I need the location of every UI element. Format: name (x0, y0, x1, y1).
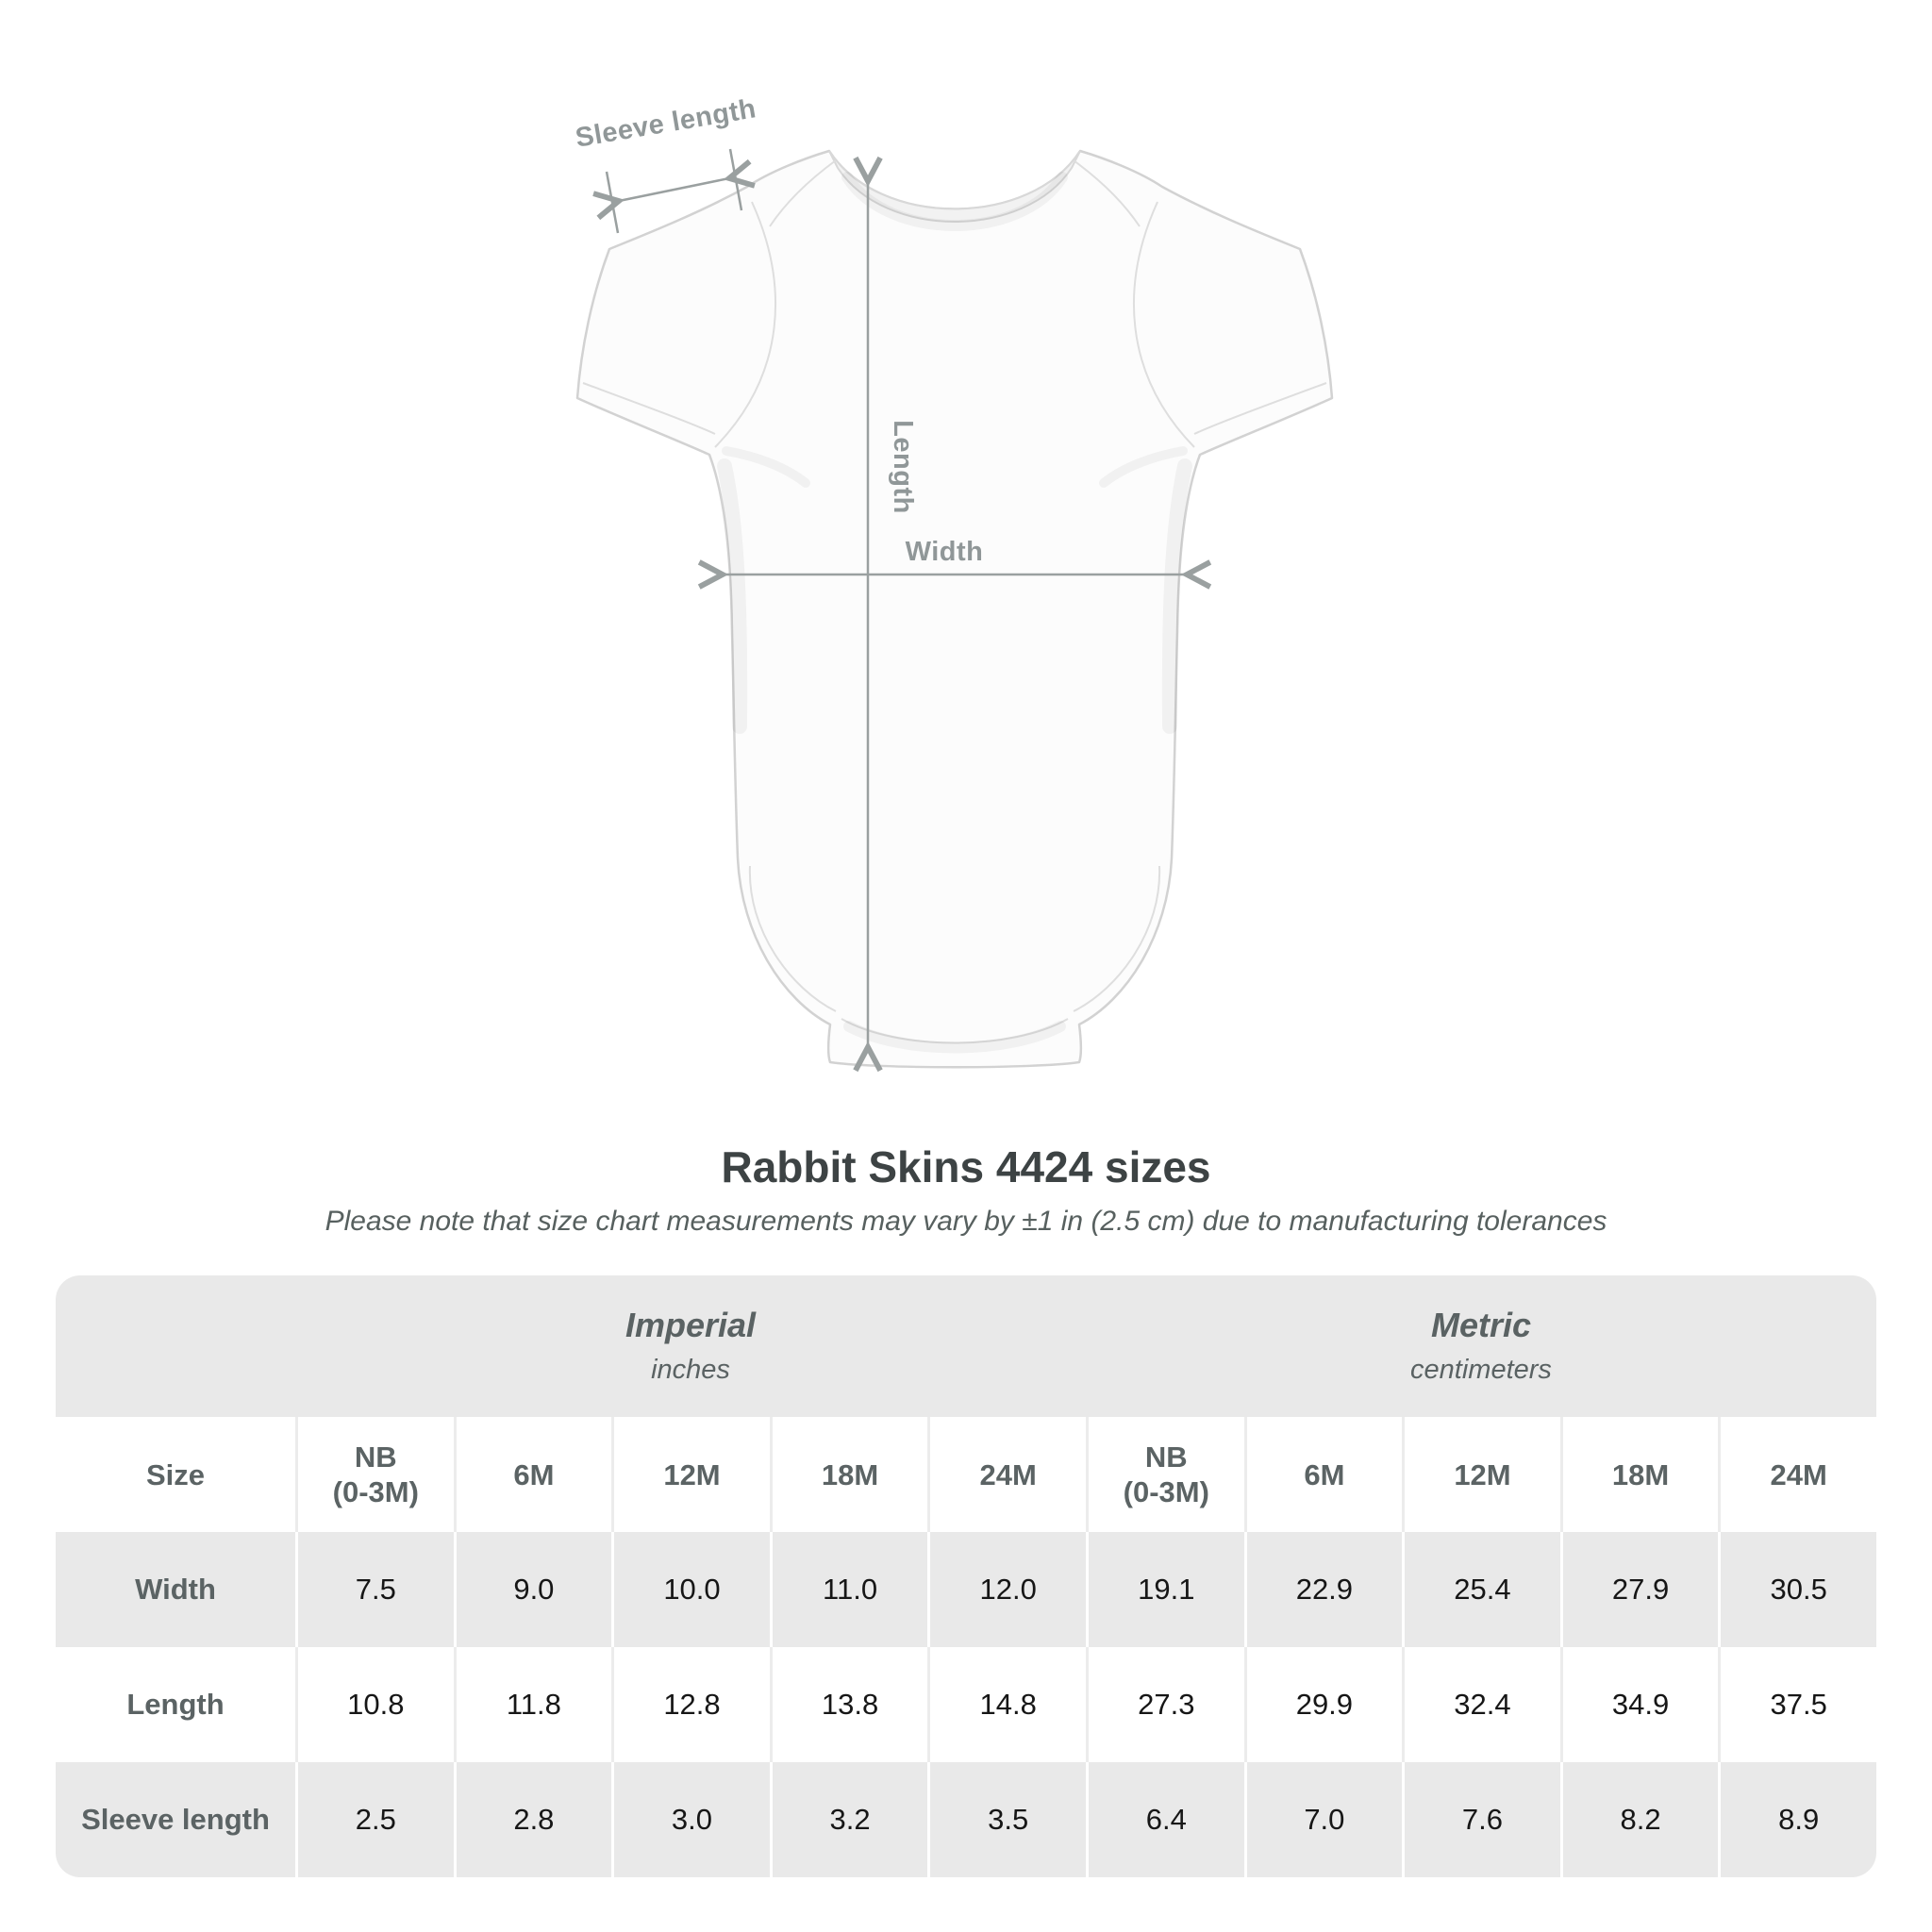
imperial-group-header: Imperial inches (295, 1275, 1086, 1417)
column-header-metric-6m: 6M (1243, 1417, 1403, 1532)
table-cell: 6.4 (1085, 1762, 1244, 1877)
band-corner-cell (56, 1275, 295, 1417)
table-cell: 10.0 (611, 1532, 770, 1647)
bodysuit-measurement-diagram: Sleeve length Length Width (574, 93, 1334, 1132)
table-cell: 29.9 (1243, 1647, 1403, 1762)
table-cell: 2.8 (453, 1762, 612, 1877)
leg-binding-right (1073, 865, 1161, 1012)
title-block: Rabbit Skins 4424 sizes Please note that… (0, 1140, 1932, 1240)
table-cell: 12.8 (611, 1647, 770, 1762)
column-header-imperial-18m: 18M (769, 1417, 928, 1532)
table-cell: 19.1 (1085, 1532, 1244, 1647)
metric-label: Metric (1430, 1306, 1531, 1344)
column-header-imperial-6m: 6M (453, 1417, 612, 1532)
table-cell: 22.9 (1243, 1532, 1403, 1647)
table-cell: 8.9 (1718, 1762, 1876, 1877)
table-cell: 25.4 (1402, 1532, 1560, 1647)
table-cell: 8.2 (1559, 1762, 1719, 1877)
table-row-width: Width 7.5 9.0 10.0 11.0 12.0 19.1 22.9 2… (56, 1532, 1876, 1647)
imperial-label: Imperial (625, 1306, 757, 1344)
table-cell: 37.5 (1718, 1647, 1876, 1762)
bodysuit-illustration (575, 149, 1334, 1069)
page-title: Rabbit Skins 4424 sizes (721, 1142, 1211, 1191)
bodysuit-outline (575, 149, 1334, 1069)
table-cell: 3.5 (927, 1762, 1086, 1877)
table-cell: 7.0 (1243, 1762, 1403, 1877)
table-cell: 3.0 (611, 1762, 770, 1877)
table-cell: 11.8 (453, 1647, 612, 1762)
column-header-imperial-12m: 12M (611, 1417, 770, 1532)
neckband (828, 150, 1081, 223)
table-cell: 2.5 (295, 1762, 454, 1877)
length-label: Length (888, 420, 918, 514)
unit-group-row: Imperial inches Metric centimeters (56, 1275, 1876, 1417)
table-cell: 3.2 (769, 1762, 928, 1877)
tolerance-note: Please note that size chart measurements… (325, 1206, 1607, 1237)
shade-underarm-left (722, 446, 810, 488)
length-annotation: Length (868, 181, 918, 1047)
table-cell: 32.4 (1402, 1647, 1560, 1762)
column-header-metric-12m: 12M (1402, 1417, 1560, 1532)
column-header-metric-nb: NB (0-3M) (1085, 1417, 1244, 1532)
sleeve-length-arrow (619, 178, 729, 201)
width-label: Width (906, 537, 984, 567)
table-cell: 7.6 (1402, 1762, 1560, 1877)
width-annotation: Width (723, 537, 1187, 575)
table-cell: 14.8 (927, 1647, 1086, 1762)
row-label-sleeve-length: Sleeve length (56, 1762, 295, 1877)
table-cell: 12.0 (927, 1532, 1086, 1647)
column-header-imperial-24m: 24M (927, 1417, 1086, 1532)
metric-unit: centimeters (1410, 1355, 1552, 1385)
armhole-seam-left (714, 201, 776, 448)
table-cell: 10.8 (295, 1647, 454, 1762)
metric-group-header: Metric centimeters (1085, 1275, 1876, 1417)
table-cell: 11.0 (769, 1532, 928, 1647)
row-label-length: Length (56, 1647, 295, 1762)
armhole-seam-right (1133, 201, 1195, 448)
lap-shoulder-seam-right (1073, 159, 1141, 227)
table-cell: 13.8 (769, 1647, 928, 1762)
column-header-imperial-nb: NB (0-3M) (295, 1417, 454, 1532)
leg-binding-left (748, 865, 837, 1012)
size-header-row: Size NB (0-3M) 6M 12M 18M 24M NB (0-3M) … (56, 1417, 1876, 1532)
imperial-unit: inches (651, 1355, 730, 1385)
sleeve-length-label: Sleeve length (574, 93, 758, 153)
size-table: Imperial inches Metric centimeters Size … (56, 1275, 1876, 1877)
table-row-length: Length 10.8 11.8 12.8 13.8 14.8 27.3 29.… (56, 1647, 1876, 1762)
lap-shoulder-seam-left (769, 159, 837, 227)
size-column-header: Size (56, 1417, 295, 1532)
column-header-metric-24m: 24M (1718, 1417, 1876, 1532)
table-cell: 9.0 (453, 1532, 612, 1647)
table-cell: 34.9 (1559, 1647, 1719, 1762)
table-cell: 30.5 (1718, 1532, 1876, 1647)
shade-underarm-right (1099, 446, 1188, 488)
column-header-metric-18m: 18M (1559, 1417, 1719, 1532)
table-row-sleeve-length: Sleeve length 2.5 2.8 3.0 3.2 3.5 6.4 7.… (56, 1762, 1876, 1877)
table-cell: 27.3 (1085, 1647, 1244, 1762)
table-cell: 7.5 (295, 1532, 454, 1647)
sleeve-hem-left (582, 382, 716, 435)
sleeve-length-tick-left (605, 171, 620, 234)
table-cell: 27.9 (1559, 1532, 1719, 1647)
row-label-width: Width (56, 1532, 295, 1647)
sleeve-hem-right (1193, 382, 1327, 435)
